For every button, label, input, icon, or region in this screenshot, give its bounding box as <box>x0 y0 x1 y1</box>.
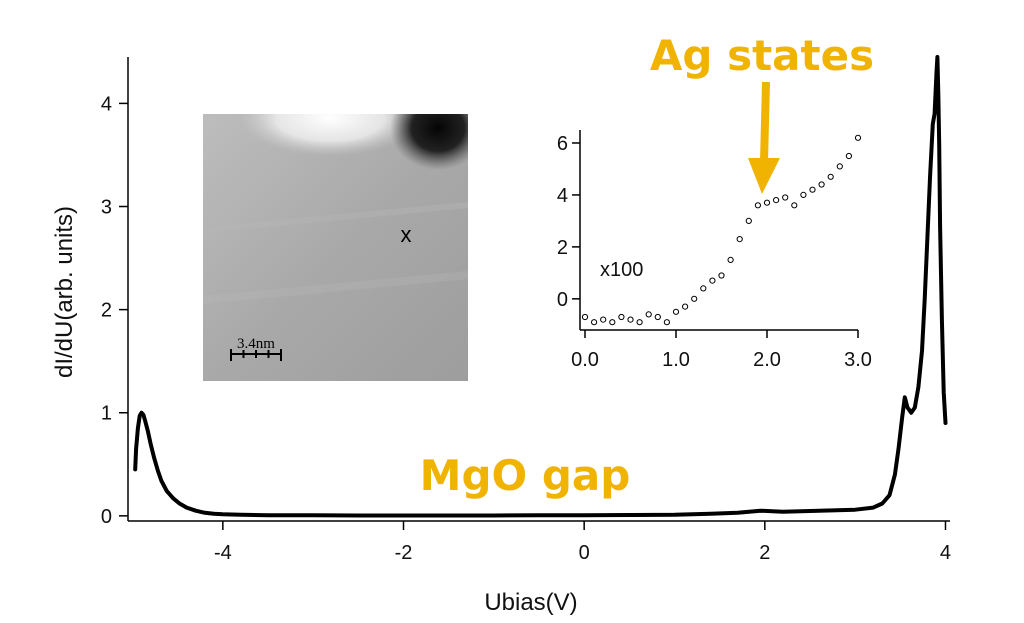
inset-data-point <box>654 313 661 321</box>
inset-data-point <box>700 285 707 292</box>
scale-bar-label: 3.4nm <box>237 336 275 352</box>
main-y-tick-label: 2 <box>101 300 112 322</box>
main-x-tick-label: -4 <box>214 542 232 564</box>
main-y-tick-label: 4 <box>101 93 112 115</box>
ag-states-annotation: Ag states <box>650 31 874 80</box>
main-y-tick-label: 3 <box>101 197 112 219</box>
inset-chart: 0.0 1.0 2.0 3.0 0 2 4 6 x100 <box>557 130 872 371</box>
main-series-line <box>133 55 948 518</box>
inset-multiplier-label: x100 <box>600 259 643 281</box>
inset-data-point <box>636 319 643 326</box>
inset-x-tick-label: 0.0 <box>571 349 599 371</box>
inset-data-point <box>609 319 616 326</box>
inset-data-point <box>854 134 862 141</box>
main-x-tick-label: -2 <box>395 542 413 564</box>
inset-x-tick-label: 2.0 <box>753 349 781 371</box>
inset-data-point <box>754 202 762 209</box>
main-y-tick-label: 1 <box>101 403 112 425</box>
inset-data-point <box>727 256 734 263</box>
stm-position-marker: x <box>401 222 412 247</box>
main-x-tick-label: 2 <box>759 542 770 564</box>
stm-topography-image <box>203 114 468 381</box>
inset-y-tick-label: 4 <box>557 185 568 207</box>
inset-data-point <box>818 181 825 188</box>
main-chart: -4 -2 0 2 4 0 1 2 3 4 Ubias(V) dI/dU(arb. units) <box>51 55 951 616</box>
inset-data-point <box>682 303 689 310</box>
inset-data-point <box>645 311 652 318</box>
inset-data-point <box>763 199 771 206</box>
inset-data-point <box>663 319 671 326</box>
main-x-tick-label: 0 <box>579 542 590 564</box>
main-y-axis-title: dI/dU(arb. units) <box>51 206 78 378</box>
ag-states-arrow <box>748 81 780 194</box>
inset-data-point <box>736 236 743 243</box>
inset-y-tick-label: 2 <box>557 237 568 259</box>
inset-data-point <box>581 313 589 321</box>
inset-data-point <box>791 202 798 209</box>
inset-data-point <box>600 316 607 323</box>
inset-data-point <box>709 277 716 284</box>
mgo-gap-annotation: MgO gap <box>420 451 631 500</box>
inset-data-point <box>800 191 807 198</box>
inset-data-point <box>718 272 725 279</box>
inset-data-point <box>591 319 598 326</box>
inset-data-point <box>782 194 789 201</box>
inset-data-point <box>827 173 834 180</box>
inset-y-tick-label: 6 <box>557 133 568 155</box>
inset-data-point <box>809 186 816 193</box>
main-x-axis-title: Ubias(V) <box>484 589 577 616</box>
main-x-tick-label: 4 <box>940 542 951 564</box>
main-y-tick-label: 0 <box>101 506 112 528</box>
scale-bar <box>230 349 282 361</box>
inset-data-point <box>845 152 853 160</box>
inset-y-tick-label: 0 <box>557 289 568 311</box>
inset-data-point <box>836 163 843 170</box>
inset-data-point <box>691 295 698 302</box>
inset-data-point <box>672 308 680 315</box>
inset-data-point <box>745 217 752 224</box>
inset-x-tick-label: 1.0 <box>662 349 690 371</box>
inset-data-point <box>773 197 780 204</box>
inset-data-point <box>618 313 625 321</box>
inset-x-tick-label: 3.0 <box>844 349 872 371</box>
inset-data-point <box>627 316 634 323</box>
